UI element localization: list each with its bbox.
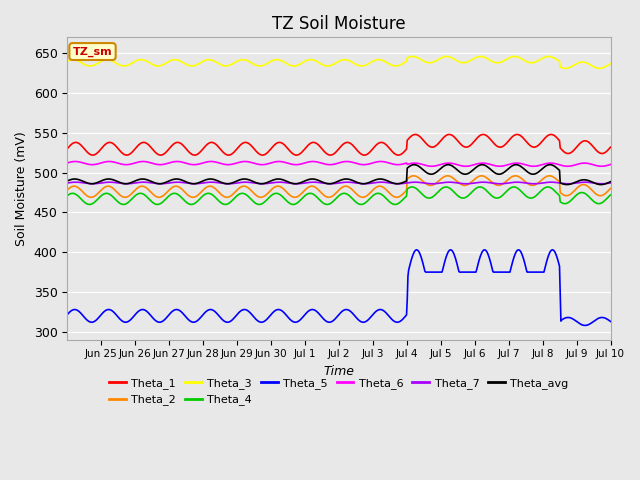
Line: Theta_6: Theta_6 xyxy=(67,161,611,166)
Theta_2 xyxy=(227,193,235,199)
Theta_6 xyxy=(426,163,434,169)
Theta_2 xyxy=(444,173,451,179)
Theta_avg xyxy=(563,182,571,188)
Theta_6 xyxy=(127,161,135,167)
Theta_avg xyxy=(227,180,235,186)
Theta_2 xyxy=(607,186,614,192)
Y-axis label: Soil Moisture (mV): Soil Moisture (mV) xyxy=(15,131,28,246)
Theta_7 xyxy=(396,181,403,187)
Theta_4 xyxy=(408,184,416,190)
Theta_4 xyxy=(275,191,282,197)
Theta_1 xyxy=(89,152,97,158)
Theta_avg xyxy=(410,162,418,168)
Theta_1 xyxy=(228,151,236,157)
Theta_2 xyxy=(254,193,262,199)
Theta_7 xyxy=(426,181,434,187)
Theta_7 xyxy=(607,180,614,186)
Theta_3 xyxy=(127,61,135,67)
Theta_1 xyxy=(63,146,71,152)
Legend: Theta_1, Theta_2, Theta_3, Theta_4, Theta_5, Theta_6, Theta_7, Theta_avg: Theta_1, Theta_2, Theta_3, Theta_4, Thet… xyxy=(105,373,573,410)
Theta_3 xyxy=(254,63,262,69)
Theta_1 xyxy=(255,151,262,156)
Theta_2 xyxy=(63,187,71,193)
Line: Theta_3: Theta_3 xyxy=(67,57,611,68)
Theta_1 xyxy=(128,150,136,156)
Theta_avg xyxy=(426,171,434,177)
Theta_1 xyxy=(396,152,403,158)
Theta_7 xyxy=(255,180,262,186)
Theta_4 xyxy=(63,193,71,199)
Theta_5 xyxy=(548,247,556,252)
Theta_avg xyxy=(395,181,403,187)
Theta_2 xyxy=(396,194,403,200)
Theta_5 xyxy=(127,316,135,322)
Theta_6 xyxy=(255,161,262,167)
Theta_4 xyxy=(607,192,614,198)
Theta_5 xyxy=(581,323,589,328)
Theta_2 xyxy=(426,182,434,188)
Theta_7 xyxy=(228,181,236,187)
Theta_5 xyxy=(395,319,403,325)
Theta_4 xyxy=(254,202,262,207)
Theta_3 xyxy=(275,57,282,62)
Text: TZ_sm: TZ_sm xyxy=(73,47,113,57)
Theta_2 xyxy=(275,183,282,189)
Theta_6 xyxy=(228,161,236,167)
Theta_3 xyxy=(426,60,433,66)
Theta_avg xyxy=(254,180,262,186)
Theta_4 xyxy=(227,199,235,204)
Theta_6 xyxy=(598,163,605,169)
Theta_7 xyxy=(598,181,606,187)
Line: Theta_1: Theta_1 xyxy=(67,134,611,155)
Theta_1 xyxy=(426,144,434,149)
Theta_4 xyxy=(289,202,297,207)
Theta_5 xyxy=(607,319,614,324)
Line: Theta_7: Theta_7 xyxy=(67,182,611,184)
Theta_3 xyxy=(227,62,235,68)
Theta_7 xyxy=(128,180,136,186)
Theta_7 xyxy=(275,180,283,185)
Theta_5 xyxy=(275,307,282,312)
Theta_5 xyxy=(426,269,433,275)
Theta_4 xyxy=(427,195,435,201)
Theta_avg xyxy=(127,180,135,186)
Theta_5 xyxy=(227,318,235,324)
Theta_6 xyxy=(275,158,283,164)
Theta_3 xyxy=(395,62,403,68)
Theta_1 xyxy=(607,144,614,150)
Theta_avg xyxy=(275,176,282,182)
Line: Theta_5: Theta_5 xyxy=(67,250,611,325)
Theta_5 xyxy=(63,312,71,317)
Theta_3 xyxy=(607,61,614,67)
Theta_2 xyxy=(127,192,135,197)
Theta_avg xyxy=(63,178,71,184)
Line: Theta_avg: Theta_avg xyxy=(67,165,611,185)
Line: Theta_2: Theta_2 xyxy=(67,176,611,197)
Theta_2 xyxy=(393,194,401,200)
Theta_1 xyxy=(275,140,283,145)
Theta_3 xyxy=(545,54,552,60)
Theta_6 xyxy=(207,158,215,164)
Theta_6 xyxy=(396,162,403,168)
Theta_avg xyxy=(607,179,614,185)
Theta_6 xyxy=(63,160,71,166)
Title: TZ Soil Moisture: TZ Soil Moisture xyxy=(272,15,406,33)
Theta_4 xyxy=(396,200,403,205)
Theta_7 xyxy=(63,180,71,186)
Theta_3 xyxy=(595,65,603,71)
Line: Theta_4: Theta_4 xyxy=(67,187,611,204)
Theta_1 xyxy=(547,132,555,137)
Theta_7 xyxy=(72,180,79,185)
Theta_4 xyxy=(127,197,135,203)
Theta_3 xyxy=(63,59,71,64)
Theta_6 xyxy=(607,162,614,168)
Theta_5 xyxy=(254,318,262,324)
X-axis label: Time: Time xyxy=(323,365,355,378)
